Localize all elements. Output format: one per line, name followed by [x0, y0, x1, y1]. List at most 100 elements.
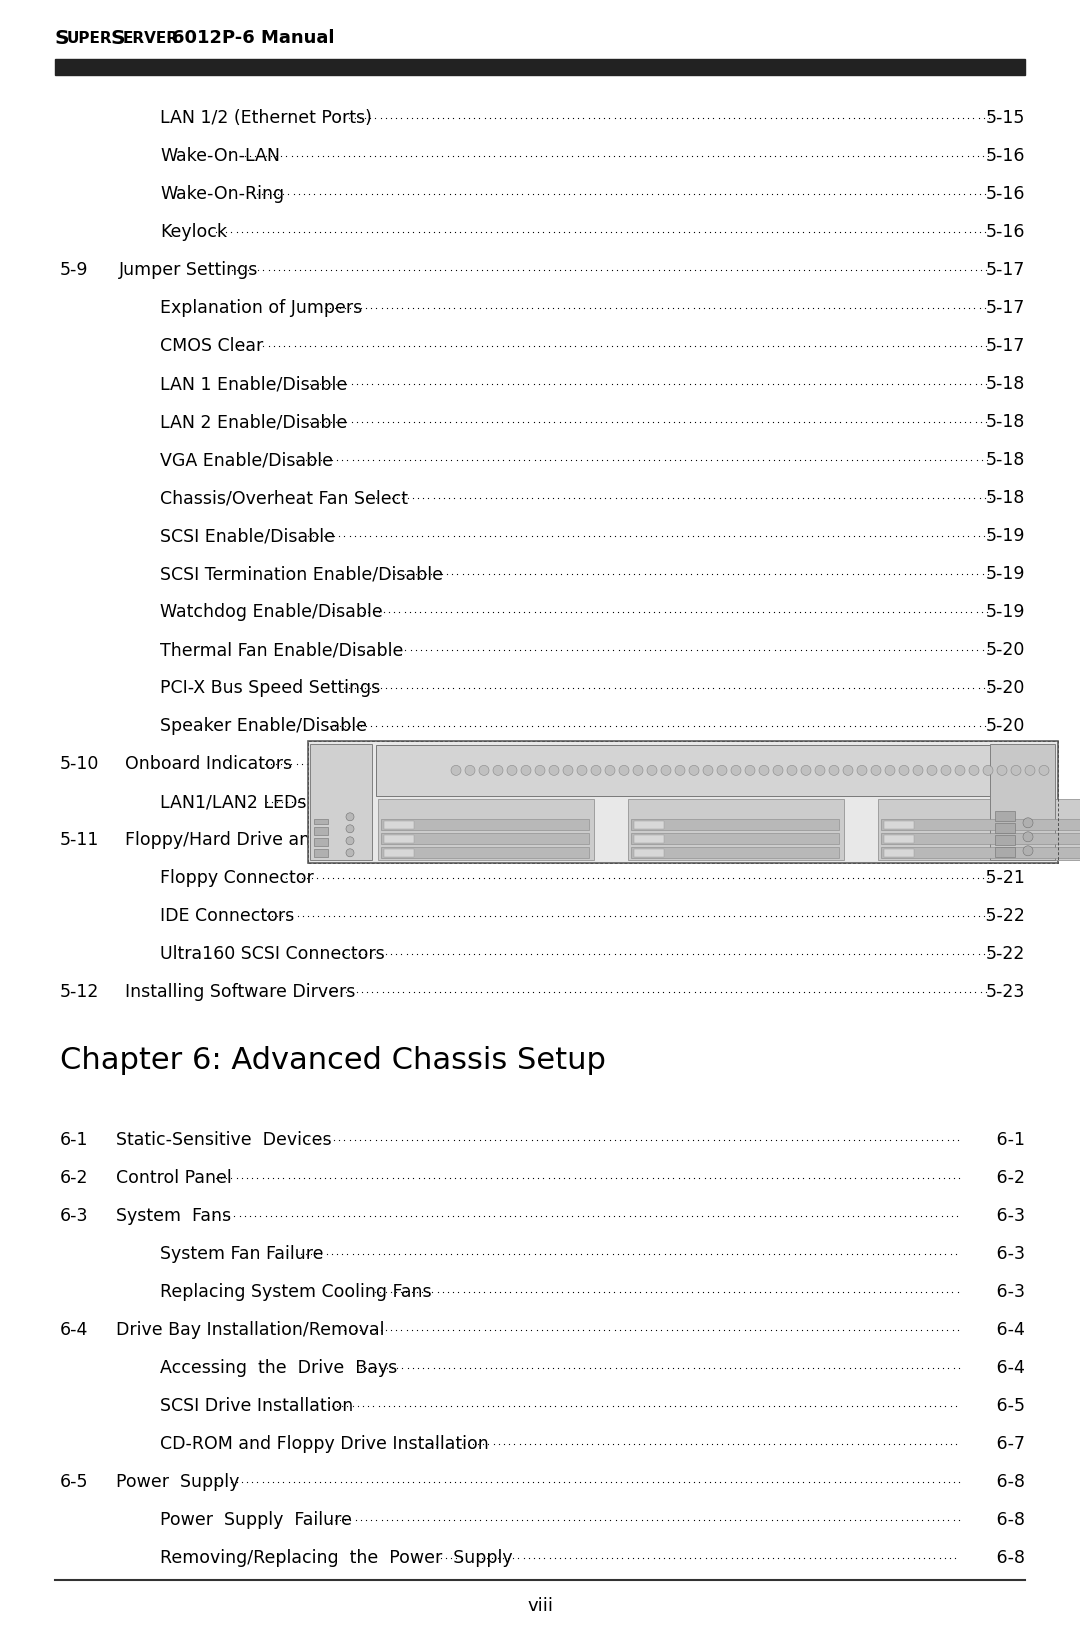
- Text: S: S: [111, 28, 125, 48]
- Text: Floppy Connector: Floppy Connector: [160, 868, 314, 887]
- Text: ERVER: ERVER: [123, 31, 179, 46]
- Circle shape: [731, 765, 741, 776]
- Circle shape: [563, 765, 573, 776]
- Circle shape: [1011, 765, 1021, 776]
- Bar: [308, 742, 1058, 864]
- Text: SCSI Drive Installation: SCSI Drive Installation: [160, 1398, 353, 1416]
- Text: 5-18: 5-18: [986, 414, 1025, 432]
- Bar: [378, 799, 594, 860]
- Circle shape: [549, 765, 559, 776]
- Text: 5-17: 5-17: [986, 298, 1025, 316]
- Bar: [995, 836, 1015, 845]
- Bar: [885, 821, 914, 829]
- Bar: [314, 837, 328, 845]
- Text: Wake-On-LAN: Wake-On-LAN: [160, 147, 280, 165]
- Circle shape: [619, 765, 629, 776]
- Circle shape: [773, 765, 783, 776]
- Text: 5-19: 5-19: [986, 603, 1025, 621]
- Circle shape: [899, 765, 909, 776]
- Text: S: S: [55, 28, 69, 48]
- Circle shape: [521, 765, 531, 776]
- Text: 5-12: 5-12: [60, 982, 99, 1000]
- Text: 5-16: 5-16: [986, 222, 1025, 241]
- Text: IDE Connectors: IDE Connectors: [160, 906, 294, 925]
- Bar: [634, 836, 664, 842]
- Text: 6-8: 6-8: [991, 1473, 1025, 1491]
- Circle shape: [870, 765, 881, 776]
- Circle shape: [829, 765, 839, 776]
- Bar: [878, 799, 1080, 860]
- Text: Power  Supply  Failure: Power Supply Failure: [160, 1511, 352, 1529]
- Circle shape: [577, 765, 588, 776]
- Text: 6-3: 6-3: [991, 1246, 1025, 1264]
- Circle shape: [885, 765, 895, 776]
- Text: Keylock: Keylock: [160, 222, 227, 241]
- Text: 6-3: 6-3: [991, 1284, 1025, 1302]
- Circle shape: [346, 837, 354, 845]
- Bar: [885, 849, 914, 857]
- Circle shape: [633, 765, 643, 776]
- Bar: [384, 821, 414, 829]
- Circle shape: [997, 765, 1007, 776]
- Text: CMOS Clear: CMOS Clear: [160, 336, 264, 354]
- Circle shape: [983, 765, 993, 776]
- Circle shape: [843, 765, 853, 776]
- Bar: [314, 819, 328, 824]
- Text: VGA Enable/Disable: VGA Enable/Disable: [160, 452, 333, 470]
- Text: 6-8: 6-8: [991, 1549, 1025, 1567]
- Text: Speaker Enable/Disable: Speaker Enable/Disable: [160, 717, 367, 735]
- Text: Static-Sensitive  Devices: Static-Sensitive Devices: [117, 1131, 333, 1149]
- Bar: [634, 821, 664, 829]
- Text: 5-22: 5-22: [986, 944, 1025, 962]
- Bar: [631, 832, 839, 844]
- Text: System  Fans: System Fans: [117, 1208, 231, 1224]
- Text: 5-19: 5-19: [986, 565, 1025, 583]
- Text: 5-11: 5-11: [60, 831, 99, 849]
- Bar: [885, 836, 914, 842]
- Circle shape: [858, 765, 867, 776]
- Circle shape: [941, 765, 951, 776]
- Circle shape: [1023, 832, 1032, 842]
- Text: UPER: UPER: [67, 31, 112, 46]
- Text: SCSI Enable/Disable: SCSI Enable/Disable: [160, 527, 335, 545]
- Text: 6-4: 6-4: [991, 1322, 1025, 1340]
- Circle shape: [815, 765, 825, 776]
- Text: LAN1/LAN2 LEDs: LAN1/LAN2 LEDs: [160, 793, 307, 811]
- Text: 5-19: 5-19: [986, 527, 1025, 545]
- Text: 5-15: 5-15: [986, 109, 1025, 127]
- Text: Installing Software Dirvers: Installing Software Dirvers: [124, 982, 355, 1000]
- Circle shape: [1039, 765, 1049, 776]
- Text: viii: viii: [527, 1597, 553, 1615]
- Text: Explanation of Jumpers: Explanation of Jumpers: [160, 298, 362, 316]
- Text: 6-2: 6-2: [60, 1168, 89, 1187]
- Text: System Fan Failure: System Fan Failure: [160, 1246, 324, 1264]
- Bar: [990, 745, 1055, 860]
- Text: 5-21: 5-21: [981, 868, 1025, 887]
- Circle shape: [689, 765, 699, 776]
- Text: 5-20: 5-20: [986, 717, 1025, 735]
- Text: Watchdog Enable/Disable: Watchdog Enable/Disable: [160, 603, 382, 621]
- Circle shape: [717, 765, 727, 776]
- Text: Accessing  the  Drive  Bays: Accessing the Drive Bays: [160, 1360, 397, 1378]
- Bar: [384, 836, 414, 842]
- Text: 6012P-6 Manual: 6012P-6 Manual: [172, 30, 335, 48]
- Text: CD-ROM and Floppy Drive Installation: CD-ROM and Floppy Drive Installation: [160, 1435, 489, 1454]
- Circle shape: [675, 765, 685, 776]
- Circle shape: [1025, 765, 1035, 776]
- Text: PCI-X Bus Speed Settings: PCI-X Bus Speed Settings: [160, 679, 380, 697]
- Circle shape: [969, 765, 978, 776]
- Bar: [634, 849, 664, 857]
- Text: 5-22: 5-22: [981, 906, 1025, 925]
- Text: 6-4: 6-4: [60, 1322, 89, 1340]
- Text: 6-1: 6-1: [60, 1131, 89, 1149]
- Circle shape: [745, 765, 755, 776]
- Text: Thermal Fan Enable/Disable: Thermal Fan Enable/Disable: [160, 641, 403, 659]
- Circle shape: [913, 765, 923, 776]
- Circle shape: [801, 765, 811, 776]
- Circle shape: [451, 765, 461, 776]
- Bar: [881, 832, 1080, 844]
- Text: 5-16: 5-16: [986, 185, 1025, 203]
- Text: 6-8: 6-8: [991, 1511, 1025, 1529]
- Text: Drive Bay Installation/Removal: Drive Bay Installation/Removal: [117, 1322, 384, 1340]
- Bar: [881, 819, 1080, 831]
